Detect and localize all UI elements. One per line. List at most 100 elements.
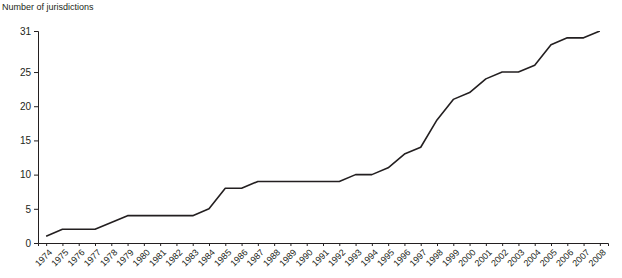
x-tick-label: 1998 bbox=[424, 247, 445, 268]
y-tick: 20 bbox=[20, 101, 38, 112]
y-tick: 0 bbox=[25, 238, 38, 249]
x-tick-mark bbox=[502, 243, 503, 246]
x-tick-label: 1985 bbox=[212, 247, 233, 268]
x-tick: 1995 bbox=[375, 243, 396, 269]
x-tick: 1980 bbox=[131, 243, 152, 269]
x-tick: 1991 bbox=[310, 243, 331, 269]
x-tick-mark bbox=[437, 243, 438, 246]
x-tick-label: 2005 bbox=[538, 247, 559, 268]
x-tick-mark bbox=[209, 243, 210, 246]
y-tick: 31 bbox=[20, 26, 38, 37]
x-tick: 1982 bbox=[163, 243, 184, 269]
x-tick-label: 1997 bbox=[408, 247, 429, 268]
x-tick-label: 1982 bbox=[163, 247, 184, 268]
x-tick-label: 2001 bbox=[473, 247, 494, 268]
x-tick: 2004 bbox=[522, 243, 543, 269]
x-tick-mark bbox=[290, 243, 291, 246]
x-tick: 1998 bbox=[424, 243, 445, 269]
x-tick-label: 1975 bbox=[49, 247, 70, 268]
x-tick-mark bbox=[339, 243, 340, 246]
y-tick-label: 0 bbox=[25, 238, 31, 249]
x-tick-label: 1995 bbox=[375, 247, 396, 268]
x-tick-mark bbox=[79, 243, 80, 246]
x-tick: 1994 bbox=[359, 243, 380, 269]
x-tick-label: 1986 bbox=[228, 247, 249, 268]
x-tick-mark bbox=[62, 243, 63, 246]
x-tick-mark bbox=[584, 243, 585, 246]
y-tick-mark bbox=[34, 140, 38, 141]
x-tick: 2006 bbox=[554, 243, 575, 269]
x-tick-label: 1991 bbox=[310, 247, 331, 268]
y-axis: 051015202531 bbox=[20, 26, 39, 249]
x-tick-mark bbox=[193, 243, 194, 246]
chart: 0510152025311974197519761977197819791980… bbox=[0, 0, 622, 278]
y-tick-mark bbox=[34, 31, 38, 32]
x-tick: 2008 bbox=[587, 243, 608, 269]
x-tick: 1986 bbox=[228, 243, 249, 269]
y-tick-label: 31 bbox=[20, 26, 32, 37]
x-tick-mark bbox=[242, 243, 243, 246]
x-tick: 2005 bbox=[538, 243, 559, 269]
y-tick-mark bbox=[34, 175, 38, 176]
x-tick-label: 2000 bbox=[456, 247, 477, 268]
x-axis-line bbox=[39, 244, 609, 247]
x-tick-label: 2002 bbox=[489, 247, 510, 268]
x-tick-label: 1984 bbox=[196, 247, 217, 268]
x-tick-mark bbox=[176, 243, 177, 246]
y-axis-title: Number of jurisdictions bbox=[2, 2, 94, 12]
x-tick-label: 1976 bbox=[66, 247, 87, 268]
x-tick-label: 2008 bbox=[587, 247, 608, 268]
x-tick-mark bbox=[46, 243, 47, 246]
x-tick: 2002 bbox=[489, 243, 510, 269]
x-tick: 1981 bbox=[147, 243, 168, 269]
line bbox=[46, 31, 600, 236]
y-tick-label: 15 bbox=[20, 135, 32, 146]
x-tick: 2003 bbox=[505, 243, 526, 269]
x-tick-label: 1999 bbox=[440, 247, 461, 268]
x-tick-label: 1990 bbox=[294, 247, 315, 268]
y-tick-mark bbox=[34, 209, 38, 210]
x-tick-label: 1994 bbox=[359, 247, 380, 268]
x-tick: 1983 bbox=[180, 243, 201, 269]
x-tick-mark bbox=[307, 243, 308, 246]
x-tick-label: 1996 bbox=[391, 247, 412, 268]
x-tick-mark bbox=[274, 243, 275, 246]
y-tick-label: 20 bbox=[20, 101, 32, 112]
x-tick: 1975 bbox=[49, 243, 70, 269]
y-tick-mark bbox=[34, 243, 38, 244]
x-tick: 1996 bbox=[391, 243, 412, 269]
x-tick: 1976 bbox=[66, 243, 87, 269]
x-tick-mark bbox=[258, 243, 259, 246]
x-tick: 1999 bbox=[440, 243, 461, 269]
x-tick-label: 1978 bbox=[98, 247, 119, 268]
x-tick-label: 1980 bbox=[131, 247, 152, 268]
y-tick-mark bbox=[34, 72, 38, 73]
x-tick-label: 2007 bbox=[570, 247, 591, 268]
y-tick-mark bbox=[34, 106, 38, 107]
x-tick-mark bbox=[356, 243, 357, 246]
x-tick-mark bbox=[323, 243, 324, 246]
x-tick-mark bbox=[95, 243, 96, 246]
x-tick-label: 1988 bbox=[261, 247, 282, 268]
x-tick: 1987 bbox=[245, 243, 266, 269]
x-tick-mark bbox=[551, 243, 552, 246]
x-tick: 1989 bbox=[277, 243, 298, 269]
y-tick: 5 bbox=[25, 204, 38, 215]
x-tick-mark bbox=[486, 243, 487, 246]
x-tick: 1977 bbox=[82, 243, 103, 269]
x-tick-mark bbox=[600, 243, 601, 246]
x-tick: 1979 bbox=[114, 243, 135, 269]
x-tick-label: 1992 bbox=[326, 247, 347, 268]
x-tick: 1985 bbox=[212, 243, 233, 269]
x-tick-mark bbox=[160, 243, 161, 246]
plot: 0510152025311974197519761977197819791980… bbox=[20, 26, 609, 269]
x-tick-mark bbox=[372, 243, 373, 246]
y-tick: 15 bbox=[20, 135, 38, 146]
x-tick-mark bbox=[470, 243, 471, 246]
x-tick-mark bbox=[453, 243, 454, 246]
x-tick: 1984 bbox=[196, 243, 217, 269]
x-tick-label: 1989 bbox=[277, 247, 298, 268]
x-tick: 1988 bbox=[261, 243, 282, 269]
x-tick-label: 2006 bbox=[554, 247, 575, 268]
x-tick: 2007 bbox=[570, 243, 591, 269]
